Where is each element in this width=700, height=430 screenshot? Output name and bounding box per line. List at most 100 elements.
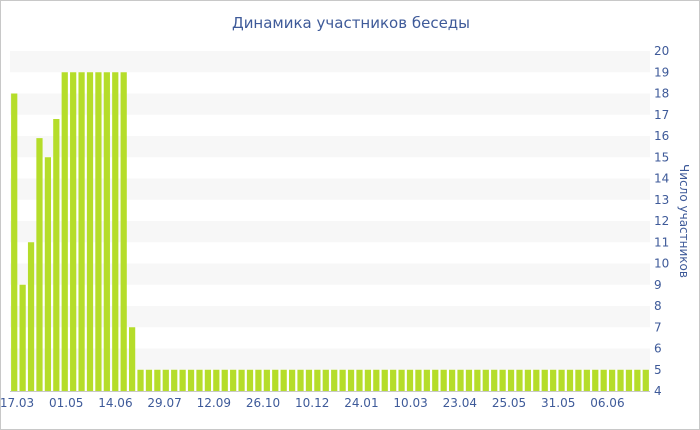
bar — [103, 72, 110, 391]
bar — [272, 369, 279, 391]
bar — [600, 369, 607, 391]
bar — [288, 369, 296, 391]
bar — [53, 119, 60, 391]
bar — [297, 369, 304, 391]
grid-band — [10, 51, 650, 73]
bar — [78, 72, 85, 391]
y-tick-label: 12 — [654, 214, 669, 228]
grid-band — [10, 306, 650, 328]
bar — [465, 369, 473, 391]
y-tick-label: 13 — [654, 193, 669, 207]
bar — [112, 72, 119, 391]
x-tick-label: 10.12 — [295, 396, 329, 410]
bar — [617, 369, 624, 391]
bar — [255, 369, 262, 391]
bar — [533, 369, 540, 391]
bar — [263, 369, 270, 391]
bar — [642, 369, 649, 391]
bar — [398, 369, 405, 391]
bar — [457, 369, 464, 391]
bar — [364, 369, 372, 391]
y-tick-label: 6 — [654, 342, 662, 356]
bar — [608, 369, 616, 391]
bar — [550, 369, 557, 391]
bar — [415, 369, 422, 391]
x-tick-label: 25.05 — [492, 396, 526, 410]
bar — [86, 72, 94, 391]
bar — [347, 369, 355, 391]
bar — [516, 369, 523, 391]
bar — [423, 369, 430, 391]
bar — [432, 369, 439, 391]
grid-band — [10, 93, 650, 115]
bar — [474, 369, 481, 391]
bar — [499, 369, 506, 391]
bar — [305, 369, 313, 391]
y-tick-label: 11 — [654, 235, 669, 249]
bar — [179, 369, 186, 391]
bar — [634, 369, 641, 391]
bar — [196, 369, 203, 391]
bar — [440, 369, 447, 391]
bar — [120, 72, 127, 391]
x-tick-label: 23.04 — [443, 396, 477, 410]
x-tick-label: 12.09 — [197, 396, 231, 410]
x-tick-label: 26.10 — [246, 396, 280, 410]
bar — [95, 72, 102, 391]
bar — [221, 369, 228, 391]
bar — [44, 157, 52, 391]
x-tick-label: 06.06 — [590, 396, 624, 410]
bar — [280, 369, 287, 391]
bar — [373, 369, 380, 391]
bar — [137, 369, 144, 391]
bar — [575, 369, 582, 391]
x-tick-label: 17.03 — [1, 396, 34, 410]
x-tick-label: 31.05 — [541, 396, 575, 410]
x-tick-label: 14.06 — [98, 396, 132, 410]
y-tick-label: 9 — [654, 278, 662, 292]
bar — [507, 369, 515, 391]
bar — [592, 369, 599, 391]
bar — [625, 369, 633, 391]
bar — [61, 72, 68, 391]
bar — [171, 369, 178, 391]
bar — [566, 369, 574, 391]
x-tick-label: 24.01 — [344, 396, 378, 410]
bar — [524, 369, 532, 391]
y-tick-label: 7 — [654, 320, 662, 334]
bar — [27, 242, 35, 391]
bar — [381, 369, 388, 391]
bar — [145, 369, 153, 391]
y-tick-label: 16 — [654, 129, 669, 143]
bar — [491, 369, 498, 391]
bar — [482, 369, 489, 391]
y-tick-label: 20 — [654, 44, 669, 58]
bar — [70, 72, 77, 391]
y-tick-label: 17 — [654, 108, 669, 122]
bar — [19, 284, 26, 391]
bar — [36, 138, 43, 391]
y-tick-label: 8 — [654, 299, 662, 313]
bar — [238, 369, 245, 391]
y-tick-label: 5 — [654, 363, 662, 377]
grid-band — [10, 178, 650, 200]
bar — [204, 369, 212, 391]
y-tick-label: 15 — [654, 150, 669, 164]
bar — [448, 369, 456, 391]
bar — [128, 327, 136, 391]
grid-band — [10, 263, 650, 285]
y-tick-label: 14 — [654, 172, 669, 186]
bar — [558, 369, 565, 391]
bar — [162, 369, 169, 391]
y-tick-label: 10 — [654, 257, 669, 271]
bar — [541, 369, 548, 391]
bar — [322, 369, 329, 391]
bar — [154, 369, 161, 391]
bar — [187, 369, 195, 391]
grid-band — [10, 221, 650, 243]
bar — [390, 369, 397, 391]
bar — [314, 369, 321, 391]
x-tick-label: 10.03 — [393, 396, 427, 410]
